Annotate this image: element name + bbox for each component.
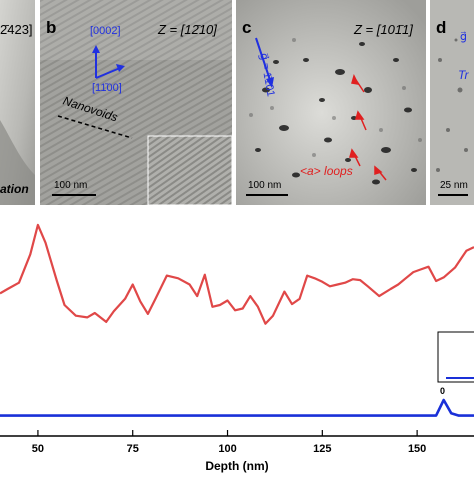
panel-c-loop-arrows — [349, 73, 387, 181]
x-tick-label: 125 — [313, 443, 331, 455]
panel-b-zone-axis: Z = [12̄10] — [158, 22, 217, 37]
panel-b-dir-right-label: [11̄00] — [92, 82, 122, 94]
plot-ticks: 50 75 100 125 150 — [32, 430, 426, 455]
panel-d-scale-bar — [438, 194, 468, 196]
panel-c-g-vector-arrow — [255, 37, 274, 88]
depth-profile-svg: 0 50 75 100 125 150 Depth (nm) — [0, 223, 474, 473]
panel-c-scale-bar — [246, 194, 288, 196]
panel-c-zone-axis: Z = [101̄1] — [354, 22, 413, 37]
x-tick-label: 75 — [127, 443, 139, 455]
panel-a-zone-axis: 2̄423] — [0, 22, 33, 37]
depth-profile-chart: 0 50 75 100 125 150 Depth (nm) — [0, 208, 474, 474]
panel-b-letter: b — [46, 18, 57, 37]
panel-b-dir-up-label: [0002] — [90, 25, 121, 37]
panel-c-scale-label: 100 nm — [248, 180, 282, 191]
panel-a-caption: ation — [0, 182, 29, 196]
panel-c-image — [236, 0, 426, 205]
x-tick-label: 100 — [218, 443, 236, 455]
panel-b-scale-label: 100 nm — [54, 180, 88, 191]
panel-c-loops-label: <a> loops — [300, 164, 353, 178]
panel-d-image — [430, 0, 474, 205]
tem-panel-b: b Z = [12̄10] [0002] [11̄00] Nanovoids 1… — [40, 0, 232, 205]
x-tick-label: 50 — [32, 443, 44, 455]
inset-frame — [437, 331, 474, 383]
plot-series — [0, 223, 474, 417]
panel-b-image — [40, 0, 232, 205]
inset-box: 0 — [437, 331, 474, 396]
panel-d-feature-label: Tr — [458, 68, 469, 82]
panel-b-direction-arrows — [92, 45, 125, 79]
panel-b-scale-bar — [52, 194, 96, 196]
panel-b-nanovoid-line — [57, 115, 133, 139]
panel-a-image — [0, 0, 35, 205]
panel-c-letter: c — [242, 18, 252, 37]
x-axis-label: Depth (nm) — [205, 459, 268, 473]
panel-d-letter: d — [436, 18, 447, 37]
tem-panel-c: c Z = [101̄1] g⃗ = 1̄101 <a> loops 100 n… — [236, 0, 426, 205]
red-series-line — [0, 223, 474, 325]
panel-d-scale-label: 25 nm — [440, 180, 468, 191]
panel-d-g-vector-label: g⃗ — [460, 31, 467, 43]
inset-x-tick-label: 0 — [440, 386, 445, 396]
x-tick-label: 150 — [408, 443, 426, 455]
blue-series-line — [0, 398, 474, 417]
tem-panel-d: d g⃗ Tr 25 nm — [430, 0, 474, 205]
tem-panel-a: 2̄423] ation — [0, 0, 35, 205]
